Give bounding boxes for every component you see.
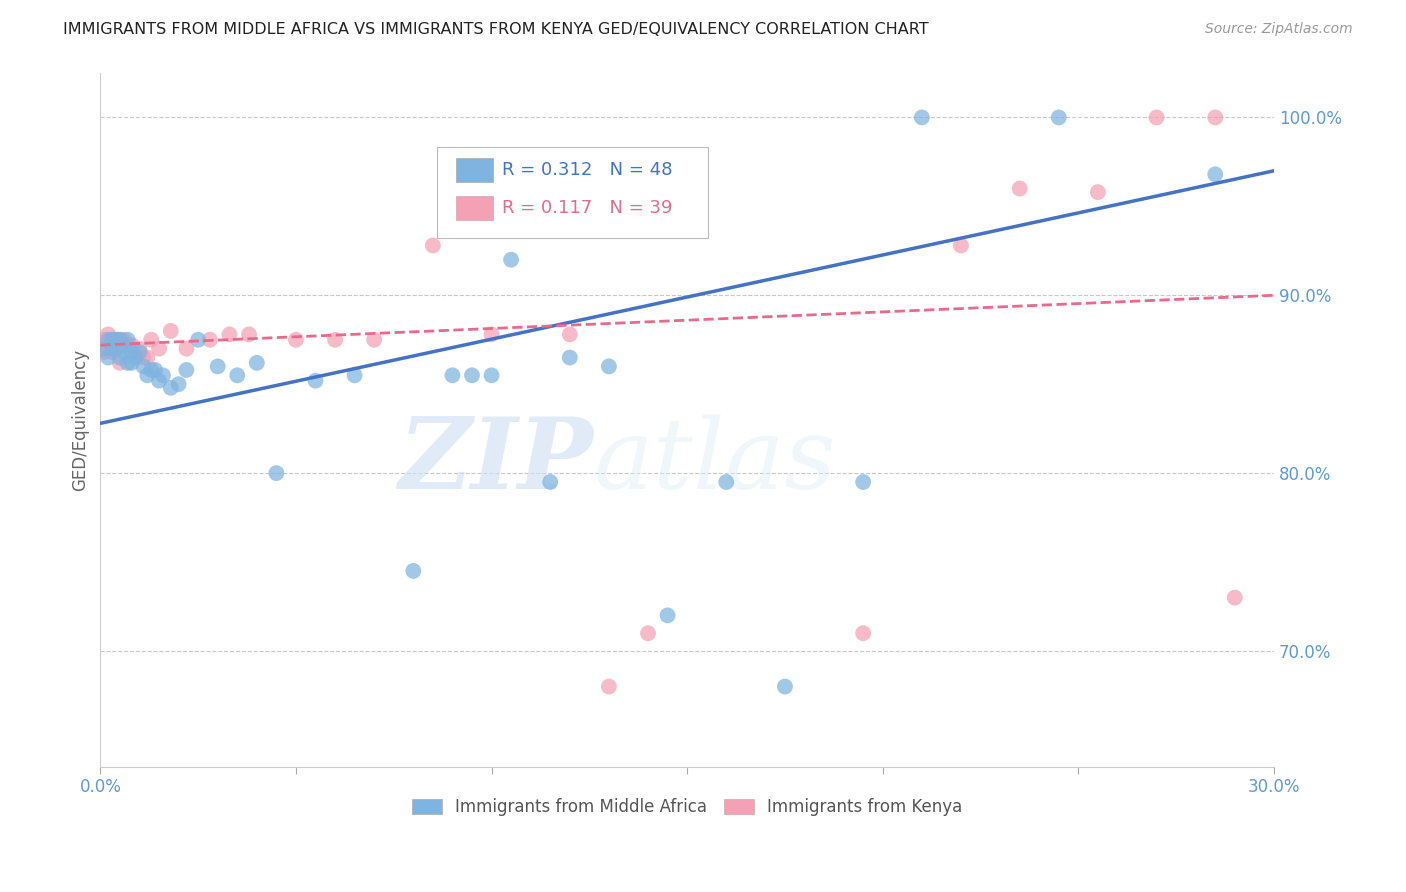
- Point: [481, 368, 503, 383]
- Point: [101, 333, 124, 347]
- Point: [112, 338, 135, 352]
- Point: [304, 374, 326, 388]
- Point: [238, 327, 260, 342]
- Point: [101, 342, 124, 356]
- Point: [121, 356, 143, 370]
- Point: [141, 363, 163, 377]
- Point: [105, 342, 128, 356]
- Point: [93, 333, 115, 347]
- Point: [176, 342, 198, 356]
- Point: [159, 381, 181, 395]
- Legend: Immigrants from Middle Africa, Immigrants from Kenya: Immigrants from Middle Africa, Immigrant…: [404, 789, 970, 824]
- FancyBboxPatch shape: [456, 158, 494, 182]
- Point: [207, 359, 229, 374]
- Point: [136, 368, 159, 383]
- Point: [143, 363, 166, 377]
- Point: [266, 466, 288, 480]
- Point: [1204, 167, 1226, 181]
- Point: [121, 338, 143, 352]
- Point: [108, 333, 131, 347]
- Point: [101, 333, 124, 347]
- Point: [402, 564, 425, 578]
- Point: [911, 111, 934, 125]
- Point: [481, 327, 503, 342]
- Point: [121, 345, 143, 359]
- Point: [97, 333, 120, 347]
- Point: [93, 342, 115, 356]
- Point: [343, 368, 366, 383]
- Text: IMMIGRANTS FROM MIDDLE AFRICA VS IMMIGRANTS FROM KENYA GED/EQUIVALENCY CORRELATI: IMMIGRANTS FROM MIDDLE AFRICA VS IMMIGRA…: [63, 22, 929, 37]
- Point: [176, 363, 198, 377]
- Text: ZIP: ZIP: [398, 413, 593, 509]
- Point: [422, 238, 444, 252]
- Point: [1204, 111, 1226, 125]
- Point: [1047, 111, 1070, 125]
- Point: [637, 626, 659, 640]
- Point: [501, 252, 523, 267]
- Point: [124, 351, 146, 365]
- Point: [716, 475, 738, 489]
- Point: [101, 345, 124, 359]
- Text: R = 0.312   N = 48: R = 0.312 N = 48: [502, 161, 672, 179]
- Text: Source: ZipAtlas.com: Source: ZipAtlas.com: [1205, 22, 1353, 37]
- Point: [159, 324, 181, 338]
- Point: [598, 359, 620, 374]
- Point: [128, 342, 150, 356]
- FancyBboxPatch shape: [437, 147, 709, 238]
- Point: [852, 475, 875, 489]
- FancyBboxPatch shape: [456, 196, 494, 220]
- Point: [132, 351, 155, 365]
- Point: [363, 333, 385, 347]
- Point: [773, 680, 796, 694]
- Point: [852, 626, 875, 640]
- Point: [141, 333, 163, 347]
- Point: [108, 356, 131, 370]
- Point: [108, 333, 131, 347]
- Point: [949, 238, 972, 252]
- Point: [112, 333, 135, 347]
- Point: [108, 351, 131, 365]
- Point: [97, 351, 120, 365]
- Point: [461, 368, 484, 383]
- Point: [218, 327, 240, 342]
- Point: [148, 342, 170, 356]
- Point: [1008, 181, 1031, 195]
- Point: [246, 356, 269, 370]
- Y-axis label: GED/Equivalency: GED/Equivalency: [72, 349, 89, 491]
- Point: [167, 377, 190, 392]
- Point: [105, 342, 128, 356]
- Point: [112, 345, 135, 359]
- Point: [1223, 591, 1246, 605]
- Point: [441, 368, 464, 383]
- Point: [1087, 185, 1109, 199]
- Point: [226, 368, 249, 383]
- Point: [323, 333, 346, 347]
- Point: [117, 333, 139, 347]
- Point: [148, 374, 170, 388]
- Point: [97, 327, 120, 342]
- Point: [97, 342, 120, 356]
- Point: [117, 356, 139, 370]
- Point: [132, 359, 155, 374]
- Text: atlas: atlas: [593, 414, 837, 509]
- Point: [152, 368, 174, 383]
- Point: [136, 351, 159, 365]
- Point: [1146, 111, 1168, 125]
- Point: [558, 351, 581, 365]
- Point: [284, 333, 307, 347]
- Point: [117, 338, 139, 352]
- Point: [187, 333, 209, 347]
- Point: [198, 333, 221, 347]
- Point: [124, 345, 146, 359]
- Point: [105, 333, 128, 347]
- Text: R = 0.117   N = 39: R = 0.117 N = 39: [502, 199, 672, 218]
- Point: [128, 345, 150, 359]
- Point: [538, 475, 561, 489]
- Point: [657, 608, 679, 623]
- Point: [598, 680, 620, 694]
- Point: [105, 333, 128, 347]
- Point: [558, 327, 581, 342]
- Point: [93, 345, 115, 359]
